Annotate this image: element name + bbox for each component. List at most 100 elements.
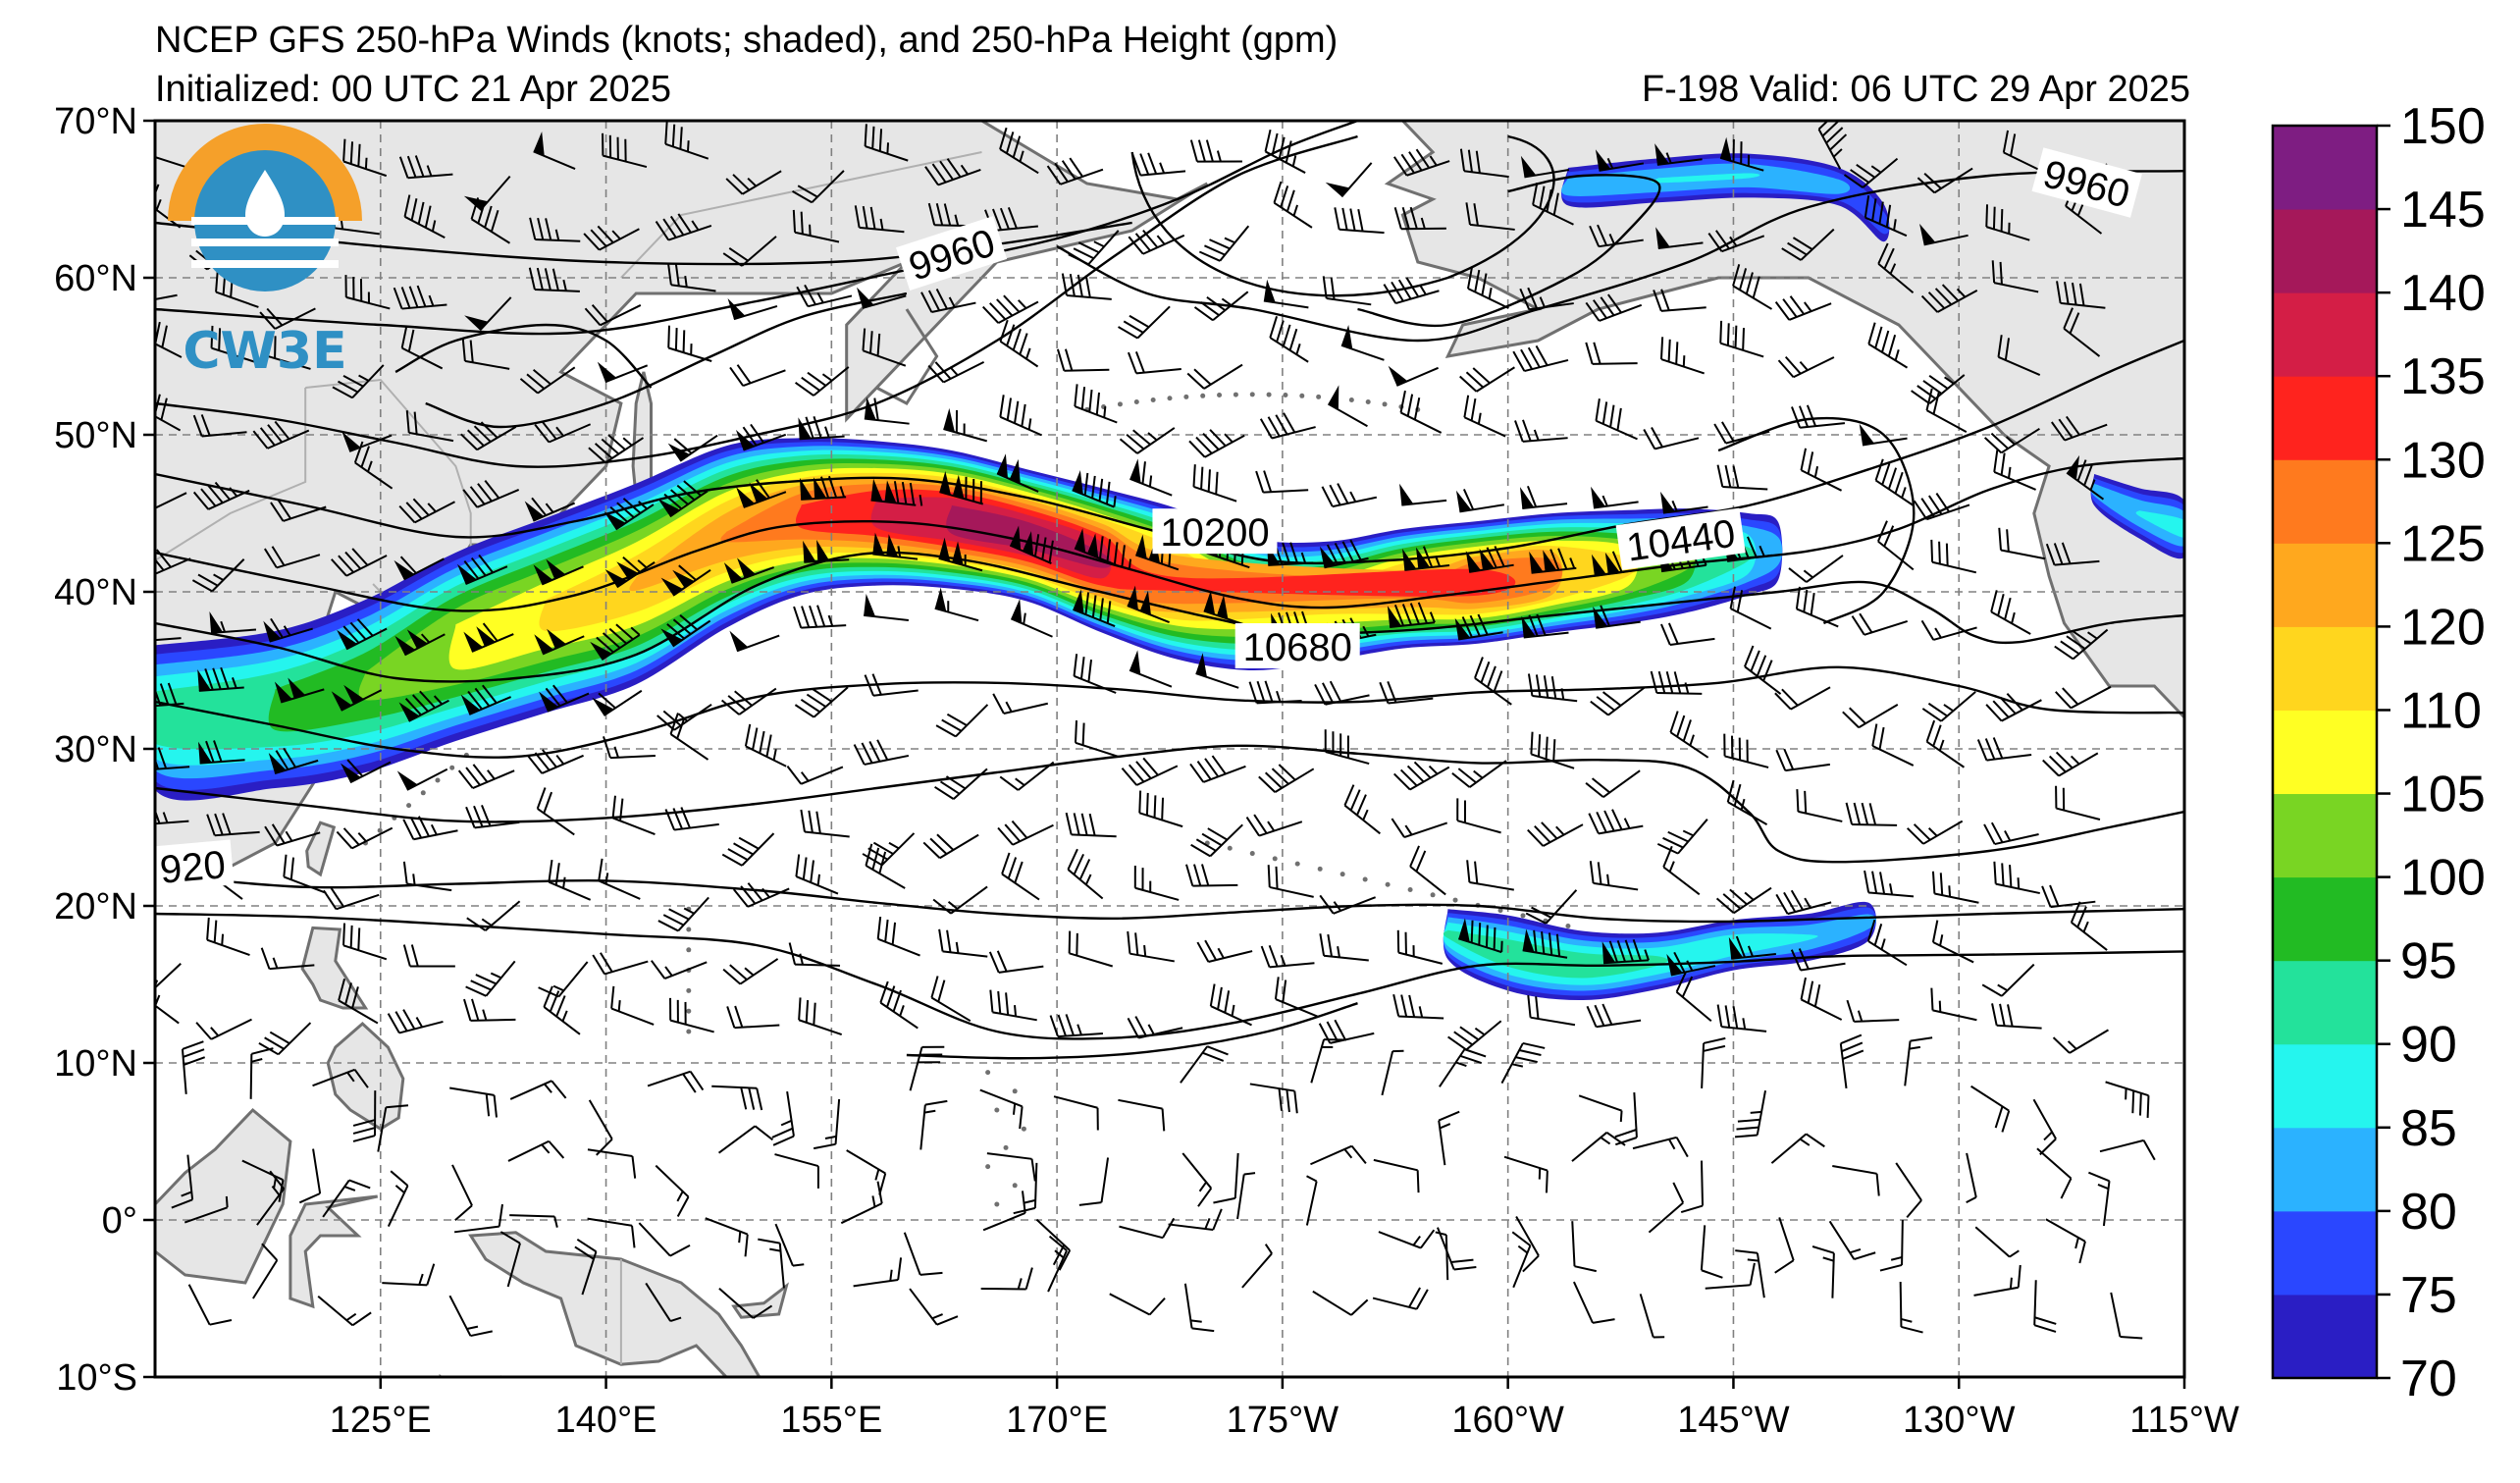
graticule xyxy=(155,121,2184,1377)
wind-barb xyxy=(1527,821,1584,847)
colorbar-tick-label: 105 xyxy=(2400,767,2486,823)
island-dot xyxy=(1249,392,1255,397)
wind-barb xyxy=(344,275,391,310)
wind-barb xyxy=(457,764,515,789)
wind-barb xyxy=(1981,963,2035,997)
wind-barb xyxy=(909,1288,959,1326)
latitude-tick-label: 60°N xyxy=(54,258,137,299)
wind-barb xyxy=(1976,737,2032,762)
wind-barb xyxy=(451,1164,473,1222)
wind-barb xyxy=(1790,948,1846,972)
wind-barb xyxy=(2110,1292,2143,1340)
wind-barb xyxy=(645,1282,682,1323)
wind-barb xyxy=(1913,492,1970,521)
island-dot xyxy=(1382,401,1388,407)
wind-barb xyxy=(992,693,1048,715)
wind-barb xyxy=(1529,548,1577,574)
wind-barb xyxy=(792,170,845,204)
wind-barb xyxy=(2041,884,2096,909)
wind-barb xyxy=(1573,1281,1615,1324)
wind-barb xyxy=(1109,1293,1166,1316)
wind-barb xyxy=(1192,464,1237,503)
wind-barb xyxy=(657,896,709,932)
wind-barb xyxy=(155,637,182,642)
wind-barb xyxy=(1466,266,1509,309)
wind-barb xyxy=(1343,784,1381,835)
wind-barb xyxy=(590,623,641,662)
wind-barb xyxy=(597,361,649,384)
wind-barb xyxy=(1393,761,1450,791)
wind-barb xyxy=(999,127,1039,175)
wind-barb xyxy=(1921,691,1976,722)
wind-barb xyxy=(1451,760,1507,788)
wind-barb xyxy=(727,298,778,321)
latitude-tick-label: 20°N xyxy=(54,886,137,927)
wind-barb xyxy=(798,416,845,441)
wind-barb xyxy=(155,184,182,229)
wind-barb xyxy=(184,1195,229,1224)
wind-barb xyxy=(879,980,919,1030)
wind-barb xyxy=(1591,486,1639,509)
island-dot xyxy=(1167,396,1173,401)
height-contour-line xyxy=(394,323,653,389)
wind-barb xyxy=(721,832,775,867)
colorbar-tick-label: 125 xyxy=(2400,515,2486,572)
height-contour-line xyxy=(906,1002,1358,1060)
wind-barb xyxy=(1589,861,1639,891)
wind-barb xyxy=(323,887,380,911)
wind-barb xyxy=(1393,206,1446,231)
wind-barb xyxy=(735,423,787,451)
wind-barb xyxy=(1774,1217,1795,1274)
wind-barb xyxy=(1263,279,1309,309)
wind-barb xyxy=(538,961,589,998)
wind-barb xyxy=(191,558,245,593)
map-title: NCEP GFS 250-hPa Winds (knots; shaded), … xyxy=(155,20,1339,61)
height-contour-line xyxy=(155,665,2184,759)
wind-barb xyxy=(259,307,316,330)
wind-barb xyxy=(1459,148,1509,179)
colorbar-tick-label: 70 xyxy=(2400,1351,2457,1407)
wind-barb xyxy=(1128,350,1181,375)
wind-barb xyxy=(534,420,592,444)
island-dot xyxy=(435,777,441,783)
colorbar-segment xyxy=(2273,876,2377,962)
height-contour-line xyxy=(1056,170,2184,343)
wind-barb xyxy=(396,768,448,791)
wind-barb xyxy=(666,262,716,292)
wind-barb xyxy=(527,749,584,774)
island-dot xyxy=(1407,887,1413,893)
wind-barb xyxy=(870,478,923,506)
wind-barb xyxy=(732,882,790,908)
wind-barb xyxy=(758,1238,785,1289)
svg-text:920: 920 xyxy=(158,843,227,892)
wind-barb xyxy=(1851,612,1909,636)
wind-barb xyxy=(1515,1216,1540,1273)
wind-barb xyxy=(192,481,250,510)
wind-barb xyxy=(1267,542,1314,566)
wind-barb xyxy=(865,843,906,889)
wind-barb xyxy=(2036,1147,2073,1199)
wind-barb xyxy=(1447,1020,1502,1051)
wind-barb xyxy=(1729,586,1772,630)
wind-barb xyxy=(667,434,718,462)
wind-barb xyxy=(903,1232,943,1276)
wind-barb xyxy=(909,1045,945,1091)
wind-barb xyxy=(1183,1283,1215,1333)
taiwan-island xyxy=(305,821,337,877)
wind-barb xyxy=(1726,779,1768,826)
wind-barb xyxy=(171,1154,194,1209)
wind-barb xyxy=(2050,415,2108,442)
wind-barb xyxy=(1653,289,1706,312)
wind-barb xyxy=(1585,342,1638,365)
wind-barb xyxy=(1659,337,1705,375)
wind-barb xyxy=(650,960,708,980)
wind-barb xyxy=(1399,483,1447,506)
wind-barb xyxy=(2052,1029,2109,1054)
wind-barb xyxy=(1402,546,1450,571)
wind-barb xyxy=(322,1179,371,1218)
wind-barb xyxy=(398,155,453,180)
wind-barb xyxy=(1248,680,1302,705)
wind-barb xyxy=(1973,1264,2021,1297)
wind-barb xyxy=(2032,1098,2057,1156)
